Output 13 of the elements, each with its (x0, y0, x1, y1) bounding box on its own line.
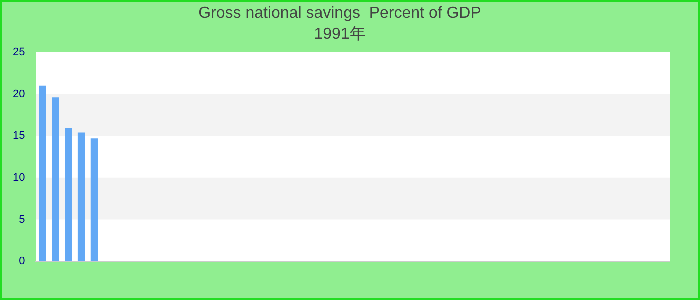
chart-subtitle: 1991年 (314, 26, 366, 44)
y-tick-label: 10 (12, 172, 26, 184)
bar (78, 132, 86, 262)
bar (52, 98, 60, 262)
y-tick-label: 25 (12, 46, 26, 58)
y-tick-label: 5 (19, 214, 26, 226)
y-tick-label: 15 (12, 130, 26, 142)
bar (90, 138, 98, 262)
y-tick-label: 0 (19, 256, 26, 268)
y-tick-label: 20 (12, 88, 26, 100)
chart-title: Gross national savings Percent of GDP (198, 5, 482, 22)
bar (65, 128, 72, 262)
bar (39, 86, 46, 262)
